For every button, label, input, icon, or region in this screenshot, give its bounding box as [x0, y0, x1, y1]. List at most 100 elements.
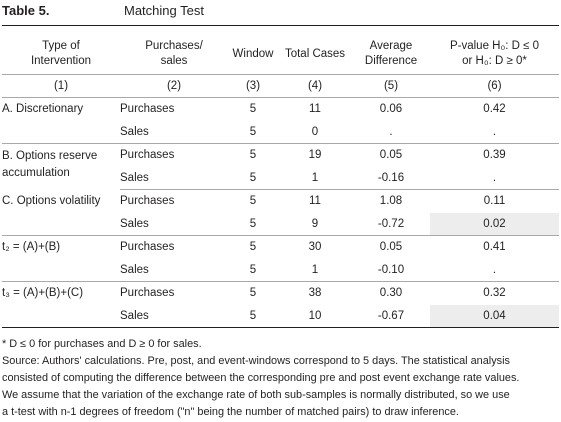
average-difference-cell: -0.16 — [352, 166, 430, 190]
window-cell: 5 — [249, 195, 257, 208]
table-row: t₃ = (A)+(B)+(C) Purchases 5 38 0.30 0.3… — [2, 282, 559, 305]
purchases-sales-cell: Sales — [120, 120, 228, 144]
table-row: Sales 5 9 -0.72 0.02 — [2, 212, 559, 236]
p-value-cell-highlighted: 0.02 — [430, 212, 559, 236]
header-window: Window — [228, 34, 278, 75]
purchases-sales-cell: Sales — [120, 304, 228, 328]
table-label: Table 5. — [2, 3, 50, 18]
header-purchases-sales-text: Purchases/ sales — [145, 40, 203, 67]
p-value-cell: 0.32 — [483, 287, 506, 300]
table-row: Sales 5 1 -0.16 . — [2, 166, 559, 190]
intervention-label: t₂ = (A)+(B) — [2, 241, 61, 254]
header-purchases-sales: Purchases/ sales — [120, 34, 228, 75]
column-number: (2) — [120, 74, 228, 98]
header-p-value-line2: or H₀: D ≥ 0* — [462, 55, 527, 67]
p-value-cell: 0.42 — [483, 103, 506, 116]
table-row: Sales 5 10 -0.67 0.04 — [2, 304, 559, 328]
window-cell: 5 — [249, 149, 257, 162]
p-value-cell: 0.39 — [483, 149, 506, 162]
purchases-sales-cell: Purchases — [120, 195, 175, 208]
total-cases-cell: 9 — [278, 212, 352, 236]
average-difference-cell: -0.67 — [352, 304, 430, 328]
table-row: B. Options reserve accumulation Purchase… — [2, 144, 559, 179]
total-cases-cell: 11 — [309, 195, 321, 208]
total-cases-cell: 19 — [308, 149, 322, 162]
average-difference-cell: . — [352, 120, 430, 144]
column-number: (6) — [430, 74, 559, 98]
average-difference-cell: 0.05 — [379, 149, 403, 162]
purchases-sales-cell: Purchases — [120, 103, 175, 116]
header-total-cases: Total Cases — [278, 34, 352, 75]
window-cell: 5 — [249, 241, 257, 254]
header-type-of-intervention: Type of Intervention — [2, 34, 120, 75]
window-cell: 5 — [228, 212, 278, 236]
table-title: Matching Test — [124, 3, 204, 18]
top-rule — [2, 25, 559, 26]
window-cell: 5 — [228, 304, 278, 328]
average-difference-cell: 1.08 — [379, 195, 403, 208]
purchases-sales-cell: Sales — [120, 166, 228, 190]
purchases-sales-cell: Purchases — [120, 287, 175, 300]
table-footer: * D ≤ 0 for purchases and D ≥ 0 for sale… — [2, 336, 559, 421]
average-difference-cell: 0.30 — [379, 287, 403, 300]
header-row: Type of Intervention Purchases/ sales Wi… — [2, 34, 559, 75]
intervention-label: C. Options volatility — [2, 195, 101, 207]
source-line: We assume that the variation of the exch… — [2, 389, 510, 401]
window-cell: 5 — [249, 287, 257, 300]
total-cases-cell: 1 — [278, 258, 352, 282]
header-p-value: P-value H₀: D ≤ 0 or H₀: D ≥ 0* — [430, 34, 559, 75]
header-total-cases-text: Total Cases — [284, 47, 346, 60]
window-cell: 5 — [249, 103, 257, 116]
table-row: Sales 5 1 -0.10 . — [2, 258, 559, 282]
header-average-difference-text: Average Difference — [364, 40, 418, 67]
column-number: (3) — [228, 74, 278, 98]
average-difference-cell: 0.05 — [379, 241, 403, 254]
column-number: (5) — [352, 74, 430, 98]
table-row: A. Discretionary Purchases 5 11 0.06 0.4… — [2, 98, 559, 121]
average-difference-cell: -0.72 — [352, 212, 430, 236]
p-value-cell: . — [430, 258, 559, 282]
purchases-sales-cell: Purchases — [120, 241, 175, 254]
intervention-label-empty — [2, 120, 120, 144]
intervention-label: B. Options reserve accumulation — [2, 144, 120, 190]
p-value-cell: 0.41 — [483, 241, 506, 254]
source-line: a t-test with n-1 degrees of freedom ("n… — [2, 406, 459, 418]
column-number: (1) — [2, 74, 120, 98]
source-line: consisted of computing the difference be… — [2, 372, 520, 384]
total-cases-cell: 11 — [309, 103, 321, 116]
source-line: Source: Authors' calculations. Pre, post… — [2, 355, 510, 367]
intervention-label-line2: accumulation — [2, 167, 70, 179]
total-cases-cell: 1 — [278, 166, 352, 190]
intervention-label: t₃ = (A)+(B)+(C) — [2, 287, 84, 300]
window-cell: 5 — [228, 120, 278, 144]
p-value-cell: . — [430, 120, 559, 144]
column-number-row: (1) (2) (3) (4) (5) (6) — [2, 74, 559, 98]
column-number: (4) — [278, 74, 352, 98]
window-cell: 5 — [228, 166, 278, 190]
p-value-cell: 0.11 — [483, 195, 506, 208]
matching-test-table: Type of Intervention Purchases/ sales Wi… — [2, 34, 559, 328]
table-row: Sales 5 0 . . — [2, 120, 559, 144]
purchases-sales-cell: Purchases — [120, 149, 175, 162]
purchases-sales-cell: Sales — [120, 258, 228, 282]
table-row: t₂ = (A)+(B) Purchases 5 30 0.05 0.41 — [2, 236, 559, 259]
header-type-of-intervention-text: Type of Intervention — [30, 40, 92, 67]
average-difference-cell: -0.10 — [352, 258, 430, 282]
total-cases-cell: 30 — [308, 241, 322, 254]
intervention-label-empty — [2, 258, 120, 282]
p-value-cell: . — [430, 166, 559, 190]
header-p-value-line1: P-value H₀: D ≤ 0 — [449, 40, 540, 52]
footnote: * D ≤ 0 for purchases and D ≥ 0 for sale… — [2, 338, 202, 350]
purchases-sales-cell: Sales — [120, 212, 228, 236]
total-cases-cell: 0 — [278, 120, 352, 144]
total-cases-cell: 10 — [278, 304, 352, 328]
intervention-label: A. Discretionary — [2, 103, 84, 116]
intervention-label-line1: B. Options reserve — [2, 150, 98, 162]
table-title-row: Table 5. Matching Test — [2, 1, 561, 23]
intervention-label-empty — [2, 304, 120, 328]
window-cell: 5 — [228, 258, 278, 282]
average-difference-cell: 0.06 — [379, 103, 403, 116]
total-cases-cell: 38 — [308, 287, 322, 300]
table-row: C. Options volatility Purchases 5 11 1.0… — [2, 190, 559, 213]
p-value-cell-highlighted: 0.04 — [430, 304, 559, 328]
